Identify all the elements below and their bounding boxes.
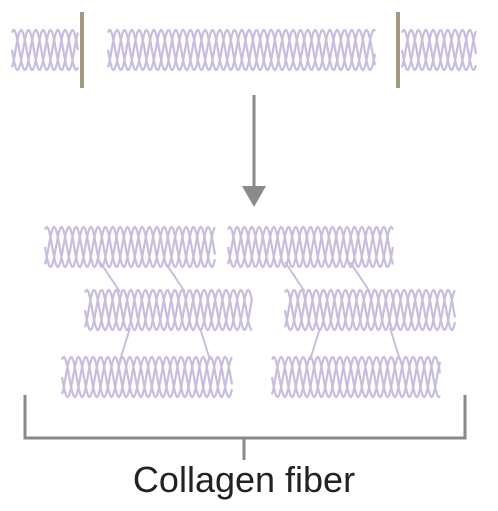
crosslink [284,261,306,293]
helix-strand [271,355,441,399]
helix-strand [61,355,234,399]
helix-strand [270,356,442,398]
helix-strand [401,28,478,72]
helix-strand [10,28,79,72]
label: Collagen fiber [133,459,355,500]
helix-strand [227,225,395,269]
helix-strand [283,288,457,332]
crosslink [164,261,186,293]
helix-strand [106,28,377,72]
crosslink [349,261,371,293]
helix-strand [84,288,253,332]
helix-strand [400,28,478,72]
crosslinks [99,261,401,361]
crosslink [389,327,401,361]
helix-strand [44,225,217,269]
crosslink [309,327,321,361]
crosslink [119,327,131,361]
helices [10,28,478,399]
helix-strand [11,28,80,72]
helix-strand [226,226,395,268]
helix-strand [107,28,376,72]
helix-strand [83,289,254,331]
helix-strand [10,29,80,71]
arrow-head [242,186,266,207]
helix-strand [284,288,457,332]
bracket [23,395,467,460]
crosslink [199,327,211,361]
helix-strand [60,355,234,399]
helix-strand [43,225,217,269]
crosslink [99,261,121,293]
